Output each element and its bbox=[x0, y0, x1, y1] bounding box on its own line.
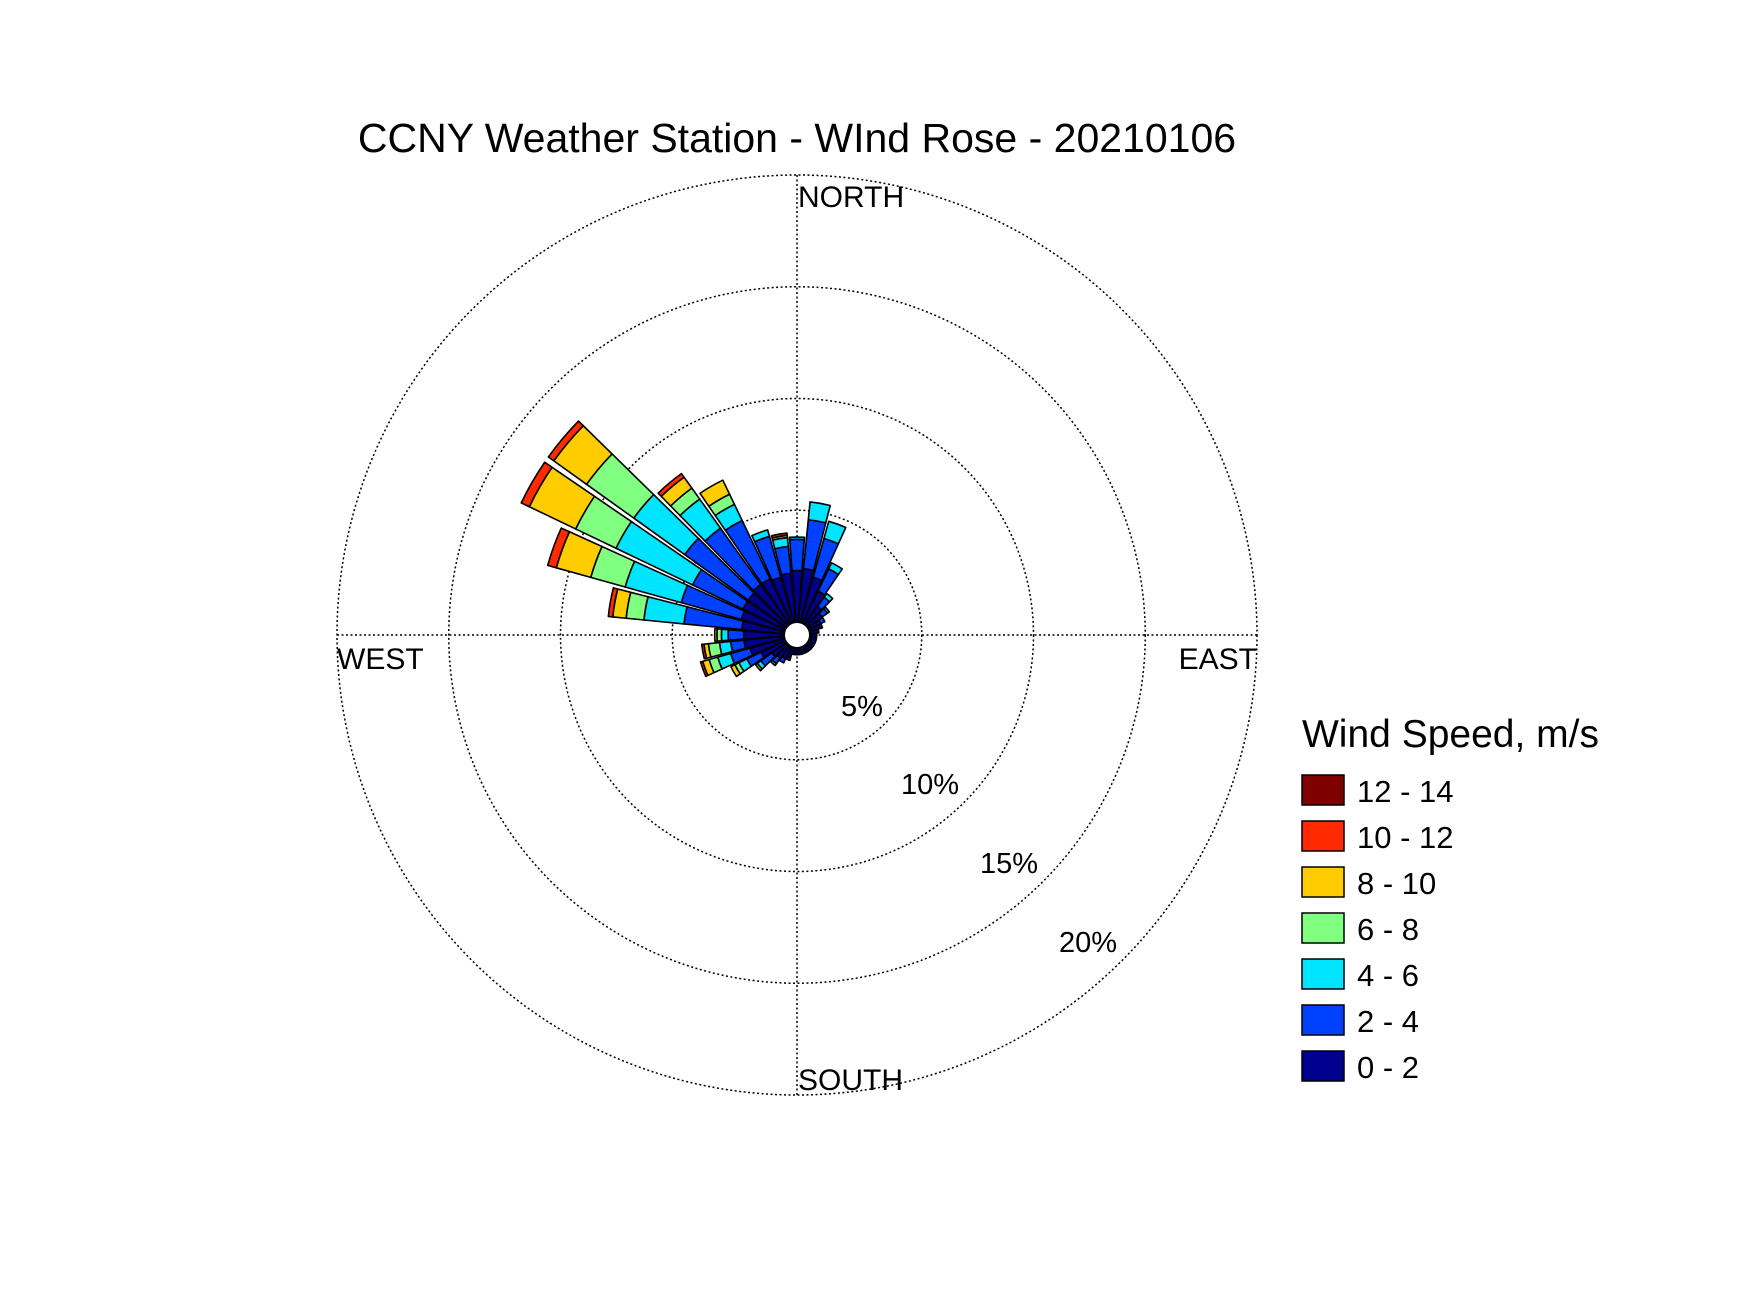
legend-item: 4 - 6 bbox=[1301, 958, 1419, 993]
wind-sector-240 bbox=[730, 639, 788, 678]
ring-label-20: 20% bbox=[1059, 927, 1117, 959]
legend-swatch-8-10 bbox=[1301, 866, 1345, 898]
wind-sector-320 bbox=[657, 472, 791, 627]
wind-sector-70 bbox=[808, 623, 824, 633]
wind-sector-20 bbox=[799, 520, 847, 624]
chart-title: CCNY Weather Station - WInd Rose - 20210… bbox=[358, 115, 1236, 161]
sector-segment-250-bin-5 bbox=[699, 660, 709, 678]
wind-sector-220 bbox=[769, 643, 791, 667]
wind-sector-300 bbox=[520, 461, 788, 631]
legend-item: 8 - 10 bbox=[1301, 866, 1436, 901]
legend-label-12-14: 12 - 14 bbox=[1357, 774, 1454, 809]
wind-sector-280 bbox=[607, 587, 786, 635]
legend-swatch-2-4 bbox=[1301, 1004, 1345, 1036]
sector-segment-270-bin-2 bbox=[720, 628, 730, 642]
legend-label-0-2: 0 - 2 bbox=[1357, 1050, 1419, 1085]
ring-label-10: 10% bbox=[901, 769, 959, 801]
grid-ring bbox=[448, 286, 1146, 984]
sector-segment-0-bin-1 bbox=[788, 538, 806, 572]
grid-ring bbox=[671, 509, 923, 761]
sector-segment-310-bin-5 bbox=[547, 420, 585, 462]
legend-item: 6 - 8 bbox=[1301, 912, 1419, 947]
legend-swatch-6-8 bbox=[1301, 912, 1345, 944]
legend-swatch-4-6 bbox=[1301, 958, 1345, 990]
legend-item: 10 - 12 bbox=[1301, 820, 1454, 855]
legend-item: 12 - 14 bbox=[1301, 774, 1454, 809]
sector-segment-350-bin-5 bbox=[770, 532, 789, 539]
sector-segment-20-bin-2 bbox=[823, 520, 847, 545]
grid-ring bbox=[559, 397, 1035, 873]
legend-title: Wind Speed, m/s bbox=[1302, 713, 1599, 756]
sector-segment-50-bin-2 bbox=[823, 606, 831, 614]
calm-center-marker bbox=[783, 621, 811, 649]
legend-label-2-4: 2 - 4 bbox=[1357, 1004, 1419, 1039]
wind-sector-330 bbox=[699, 479, 793, 626]
sector-segment-270-bin-1 bbox=[727, 628, 745, 642]
ring-label-15: 15% bbox=[980, 848, 1038, 880]
legend: Wind Speed, m/s 12 - 14 10 - 12 8 - 10 6… bbox=[1301, 713, 1599, 1085]
wind-sector-260 bbox=[700, 635, 786, 660]
legend-swatch-12-14 bbox=[1301, 774, 1345, 806]
legend-item: 2 - 4 bbox=[1301, 1004, 1419, 1039]
wind-sectors bbox=[520, 420, 847, 678]
legend-label-10-12: 10 - 12 bbox=[1357, 820, 1454, 855]
legend-label-8-10: 8 - 10 bbox=[1357, 866, 1436, 901]
sector-segment-320-bin-5 bbox=[657, 472, 685, 498]
sector-segment-290-bin-5 bbox=[546, 527, 571, 569]
sector-segment-230-bin-3 bbox=[754, 662, 763, 672]
sector-segment-280-bin-5 bbox=[607, 587, 619, 618]
sector-segment-30-bin-2 bbox=[827, 562, 844, 576]
sector-segment-270-bin-4 bbox=[713, 627, 718, 643]
sector-segment-340-bin-2 bbox=[751, 529, 771, 543]
wind-sector-290 bbox=[546, 527, 786, 633]
direction-label-south: SOUTH bbox=[798, 1064, 903, 1097]
sector-segment-240-bin-4 bbox=[730, 663, 741, 678]
legend-label-4-6: 4 - 6 bbox=[1357, 958, 1419, 993]
legend-swatch-0-2 bbox=[1301, 1050, 1345, 1082]
sector-segment-10-bin-2 bbox=[807, 501, 832, 524]
wind-sector-30 bbox=[801, 562, 844, 626]
direction-label-west: WEST bbox=[337, 643, 424, 676]
legend-swatch-10-12 bbox=[1301, 820, 1345, 852]
direction-label-north: NORTH bbox=[798, 181, 904, 214]
ring-label-5: 5% bbox=[841, 691, 883, 723]
wind-sector-250 bbox=[699, 637, 786, 678]
sector-segment-260-bin-5 bbox=[700, 643, 708, 660]
wind-sector-0 bbox=[788, 536, 806, 623]
sector-segment-300-bin-5 bbox=[520, 461, 553, 508]
legend-label-6-8: 6 - 8 bbox=[1357, 912, 1419, 947]
direction-label-east: EAST bbox=[1179, 643, 1257, 676]
sector-segment-40-bin-2 bbox=[823, 592, 834, 603]
sector-segment-330-bin-4 bbox=[699, 479, 731, 508]
wind-sector-310 bbox=[547, 420, 789, 629]
legend-item: 0 - 2 bbox=[1301, 1050, 1419, 1085]
sector-segment-60-bin-1 bbox=[817, 616, 826, 625]
wind-sector-340 bbox=[751, 529, 795, 624]
sector-segment-70-bin-1 bbox=[818, 623, 824, 630]
sector-segment-0-bin-2 bbox=[788, 536, 806, 541]
